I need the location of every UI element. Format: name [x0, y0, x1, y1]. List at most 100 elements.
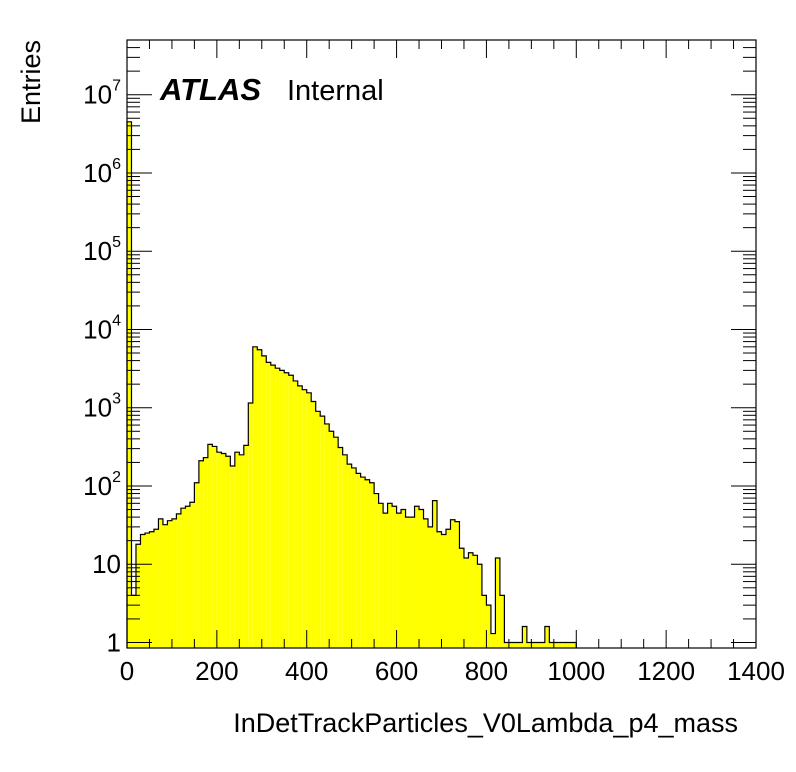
histogram-bar	[203, 457, 208, 648]
histogram-bar	[311, 401, 316, 648]
histogram-bar	[356, 473, 361, 648]
x-tick-label: 600	[375, 656, 418, 686]
histogram-bar	[162, 524, 168, 648]
y-tick-label: 10	[92, 549, 121, 579]
histogram-bar	[454, 521, 460, 648]
histogram-bar	[432, 500, 438, 648]
histogram-bar	[342, 454, 348, 648]
histogram-bar	[392, 506, 397, 648]
histogram-bar	[387, 503, 393, 648]
histogram-bar	[320, 416, 325, 648]
atlas-label: ATLAS	[159, 72, 261, 107]
histogram-bar	[517, 642, 523, 648]
histogram-bar	[127, 121, 132, 649]
y-axis-title: Entries	[16, 40, 46, 124]
histogram-bar	[567, 642, 572, 648]
histogram-bar	[526, 642, 532, 648]
histogram-bar	[306, 392, 312, 648]
histogram-bar	[504, 642, 509, 648]
histogram-bar	[383, 513, 388, 648]
histogram-bar	[459, 548, 464, 648]
y-tick-label: 106	[83, 156, 121, 188]
histogram-bar	[212, 446, 217, 648]
histogram-bar	[437, 531, 442, 648]
histogram-bar	[216, 452, 222, 648]
histogram-bar	[450, 519, 455, 648]
y-tick-label: 102	[83, 469, 121, 501]
histogram-bar	[369, 482, 375, 648]
histogram-bar	[248, 402, 253, 648]
x-tick-label: 400	[285, 656, 328, 686]
histogram-bar	[481, 595, 487, 648]
histogram-bar	[194, 482, 199, 648]
histogram-bar	[508, 642, 514, 648]
histogram-bar	[414, 506, 420, 648]
histogram-bar	[315, 411, 321, 648]
x-axis-title: InDetTrackParticles_V0Lambda_p4_mass	[233, 708, 738, 738]
histogram-bar	[540, 642, 545, 648]
histogram-bar	[266, 362, 271, 648]
histogram-bar	[553, 642, 559, 648]
histogram-bar	[293, 380, 298, 648]
histogram-bar	[410, 517, 415, 648]
histogram-bar	[531, 642, 536, 648]
histogram-bar	[140, 534, 145, 648]
histogram-bar	[135, 544, 141, 648]
y-axis-tick-labels: 1 10 102 103 104 105 106 107	[83, 78, 121, 658]
histogram-bar	[472, 555, 478, 648]
histogram-bar	[144, 533, 150, 648]
histogram-bar	[333, 437, 339, 648]
histogram-bar	[347, 464, 352, 648]
histogram-bar	[374, 493, 379, 648]
histogram-bar	[441, 534, 446, 648]
x-tick-label: 1400	[727, 656, 785, 686]
histogram-bar	[167, 520, 172, 648]
histogram-bar	[477, 564, 482, 648]
x-axis-ticks	[126, 40, 757, 648]
histogram-bar	[257, 349, 262, 648]
internal-label: Internal	[287, 75, 384, 107]
histogram-bar	[234, 452, 240, 648]
histogram-bar	[225, 456, 231, 648]
y-tick-label: 105	[83, 234, 121, 266]
histogram-bar	[562, 642, 568, 648]
histogram-bar	[284, 372, 289, 648]
histogram-bar	[486, 605, 491, 648]
histogram-bar	[544, 626, 550, 648]
histogram-bar	[189, 502, 195, 648]
histogram-bar	[463, 558, 469, 648]
histogram-bar	[549, 642, 554, 648]
histogram-bar	[207, 444, 213, 648]
histogram-bar	[279, 370, 285, 648]
y-tick-label: 104	[83, 312, 121, 344]
x-tick-label: 0	[120, 656, 134, 686]
histogram-bar	[468, 552, 473, 648]
histogram-bar	[180, 508, 186, 648]
histogram-bar	[378, 503, 384, 648]
histogram-bar	[270, 365, 276, 648]
histogram-bar	[149, 531, 154, 648]
y-axis-ticks	[127, 39, 756, 643]
histogram-bar	[302, 389, 307, 648]
x-axis-tick-labels: 0 200 400 600 800 1000 1200 1400	[120, 656, 785, 686]
histogram-bar	[445, 529, 451, 648]
x-tick-label: 1200	[637, 656, 695, 686]
histogram-bar	[239, 454, 244, 648]
histogram-bar	[495, 558, 500, 648]
y-tick-label: 1	[107, 627, 121, 657]
histogram-bar	[419, 509, 424, 648]
histogram-bar	[153, 529, 159, 648]
histogram-bar	[171, 518, 177, 648]
histogram-bar	[221, 453, 226, 648]
histogram-bar	[490, 633, 496, 648]
histogram-bar	[131, 595, 136, 648]
histogram-bar	[329, 431, 334, 648]
histogram-bar	[423, 518, 429, 648]
y-tick-label: 107	[83, 78, 121, 110]
x-tick-label: 1000	[547, 656, 605, 686]
histogram-bar	[365, 479, 370, 648]
x-tick-label: 800	[465, 656, 508, 686]
histogram-bar	[324, 423, 330, 648]
histogram-bar	[198, 460, 204, 648]
